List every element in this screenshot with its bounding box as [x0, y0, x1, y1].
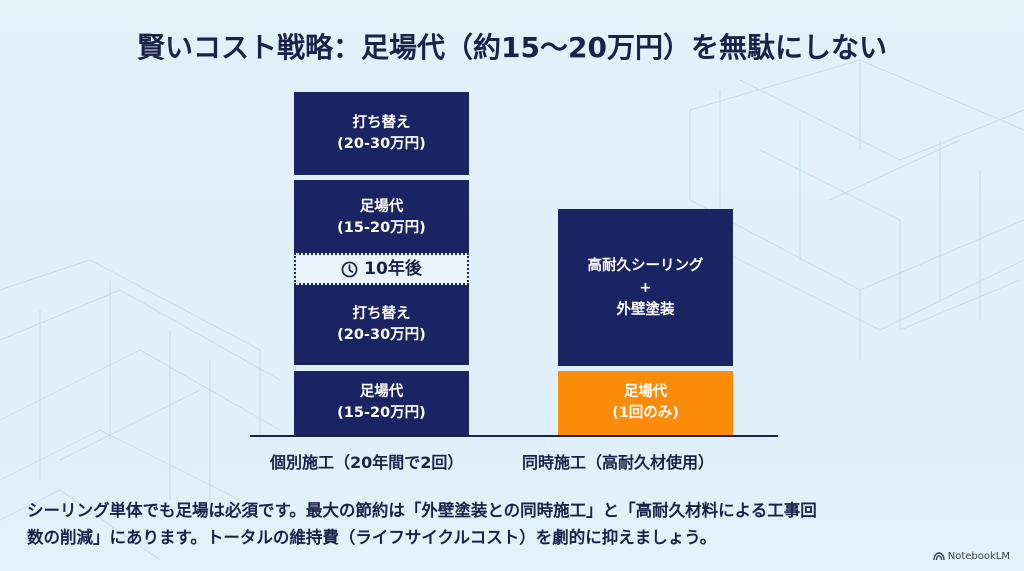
summary-text: シーリング単体でも足場は必須です。最大の節約は「外壁塗装との同時施工」と「高耐久… [27, 497, 987, 551]
brand-label: NotebookLM [947, 551, 1010, 562]
page-title: 賢いコスト戦略：足場代（約15〜20万円）を無駄にしない [137, 31, 887, 64]
gap-label: 10年後 [364, 258, 422, 279]
category-label-simultaneous: 同時施工（高耐久材使用） [522, 453, 715, 472]
sealing-and-painting-block: 高耐久シーリング + 外壁塗装 [558, 209, 733, 366]
notebooklm-logo-icon [933, 552, 945, 561]
block-label: 足場代 [359, 198, 404, 215]
summary-line-2: 数の削減」にあります。トータルの維持費（ライフサイクルコスト）を劇的に抑えましょ… [27, 528, 717, 547]
scaffold-block-second: 足場代 (15-20万円) [294, 180, 469, 255]
summary-line-1: シーリング単体でも足場は必須です。最大の節約は「外壁塗装との同時施工」と「高耐久… [27, 501, 817, 520]
block-note: (1回のみ) [612, 405, 679, 421]
category-label-separate: 個別施工（20年間で2回） [270, 453, 464, 472]
brand-watermark: NotebookLM [933, 551, 1010, 562]
block-label: 足場代 [359, 384, 404, 400]
block-label: 打ち替え [352, 114, 411, 131]
plus-sign: + [639, 279, 652, 296]
block-cost: (15-20万円) [337, 219, 426, 236]
block-label-sealing: 高耐久シーリング [587, 257, 704, 274]
recaulk-block-first: 打ち替え (20-30万円) [294, 285, 469, 365]
clock-icon [341, 261, 358, 277]
scaffold-block-once: 足場代 (1回のみ) [558, 371, 733, 435]
block-label-painting: 外壁塗装 [616, 301, 675, 318]
block-label: 足場代 [623, 384, 668, 400]
scaffold-block-first: 足場代 (15-20万円) [294, 371, 469, 435]
block-cost: (20-30万円) [337, 327, 426, 343]
ten-years-later-gap: 10年後 [294, 253, 469, 285]
chart-baseline [250, 435, 778, 437]
block-label: 打ち替え [352, 306, 411, 322]
block-cost: (20-30万円) [337, 135, 426, 152]
block-cost: (15-20万円) [337, 405, 426, 421]
recaulk-block-second: 打ち替え (20-30万円) [294, 92, 469, 175]
